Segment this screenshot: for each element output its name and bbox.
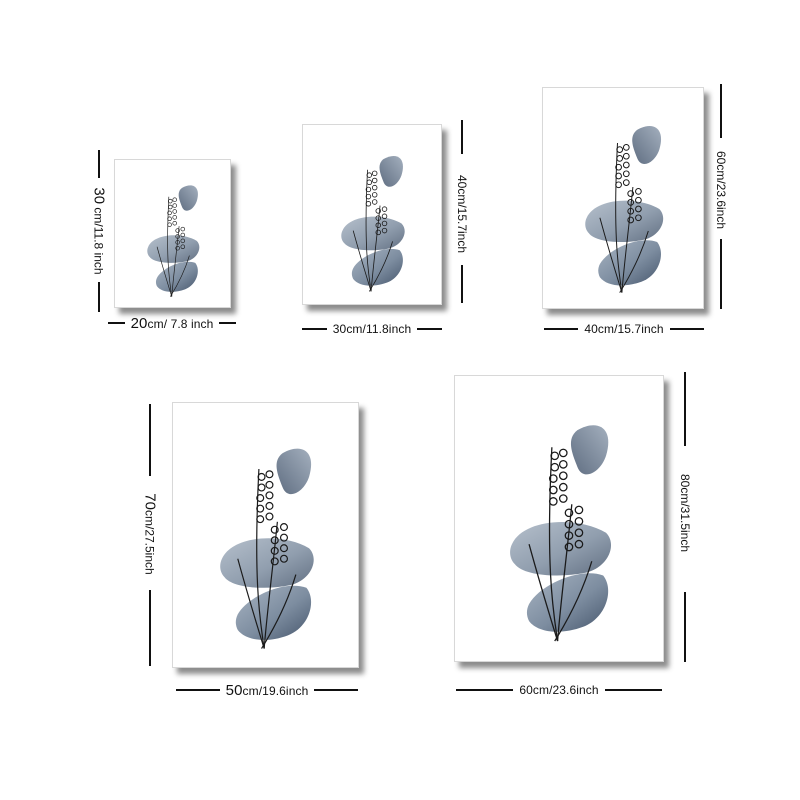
width-dimension-40: 40cm/15.7inch xyxy=(544,322,705,336)
width-label: 60cm/23.6inch xyxy=(519,683,599,697)
poster-30x40 xyxy=(302,124,442,305)
width-label: cm/19.6inch xyxy=(242,683,309,698)
width-dimension-30: 30cm/11.8inch xyxy=(302,322,442,336)
width-label: 30cm/11.8inch xyxy=(332,322,412,336)
height-label-70: 70cm/27.5inch xyxy=(141,493,159,575)
width-label-size: 50 xyxy=(225,681,243,699)
width-dimension-60: 60cm/23.6inch xyxy=(456,683,663,697)
height-label-80: 80cm/31.5inch xyxy=(678,473,692,553)
watercolor-leaf-art xyxy=(146,185,200,298)
width-dimension-50: 50cm/19.6inch xyxy=(176,681,359,699)
watercolor-leaf-art xyxy=(219,448,315,650)
poster-50x70 xyxy=(172,402,359,668)
watercolor-leaf-art xyxy=(509,424,612,642)
height-dimension-60 xyxy=(720,84,722,309)
height-dimension-30 xyxy=(98,150,100,312)
height-dimension-40 xyxy=(461,120,463,303)
poster-40x60 xyxy=(542,87,704,309)
poster-20x30 xyxy=(114,159,231,308)
width-dimension-20: 20cm/ 7.8 inch xyxy=(108,314,237,332)
height-label-30: 30 cm/11.8 inch xyxy=(90,187,108,275)
height-dimension-70 xyxy=(149,404,151,666)
poster-60x80 xyxy=(454,375,664,662)
width-label-size: 20 xyxy=(130,314,148,332)
watercolor-leaf-art xyxy=(584,125,664,294)
width-label: 40cm/15.7inch xyxy=(584,322,664,336)
watercolor-leaf-art xyxy=(340,155,406,292)
height-label-60: 60cm/23.6inch xyxy=(714,150,728,230)
width-label: cm/ 7.8 inch xyxy=(147,316,214,331)
height-dimension-80 xyxy=(684,372,686,662)
height-label-40: 40cm/15.7inch xyxy=(455,174,469,254)
